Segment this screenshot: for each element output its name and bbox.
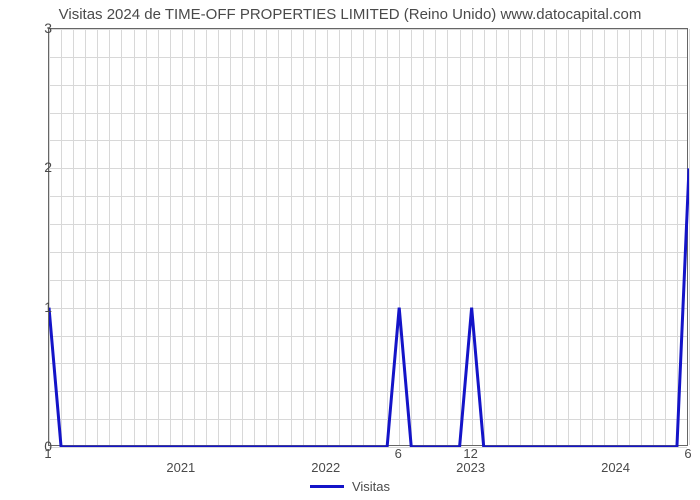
ytick-label: 1 [22,299,52,315]
xtick-year-label: 2023 [456,460,485,475]
xtick-year-label: 2024 [601,460,630,475]
gridline-v [689,29,690,445]
ytick-label: 2 [22,159,52,175]
xtick-year-label: 2021 [166,460,195,475]
plot-area [48,28,688,446]
chart-title: Visitas 2024 de TIME-OFF PROPERTIES LIMI… [0,0,700,23]
legend-label: Visitas [352,479,390,494]
series-line [49,29,689,447]
x-annotation: 6 [395,446,402,461]
plot-inner [48,28,688,446]
legend-swatch [310,485,344,488]
xtick-year-label: 2022 [311,460,340,475]
ytick-label: 3 [22,20,52,36]
x-annotation: 1 [44,446,51,461]
x-annotation: 12 [463,446,477,461]
legend: Visitas [0,479,700,494]
x-annotation: 6 [684,446,691,461]
gridline-h [49,447,687,448]
